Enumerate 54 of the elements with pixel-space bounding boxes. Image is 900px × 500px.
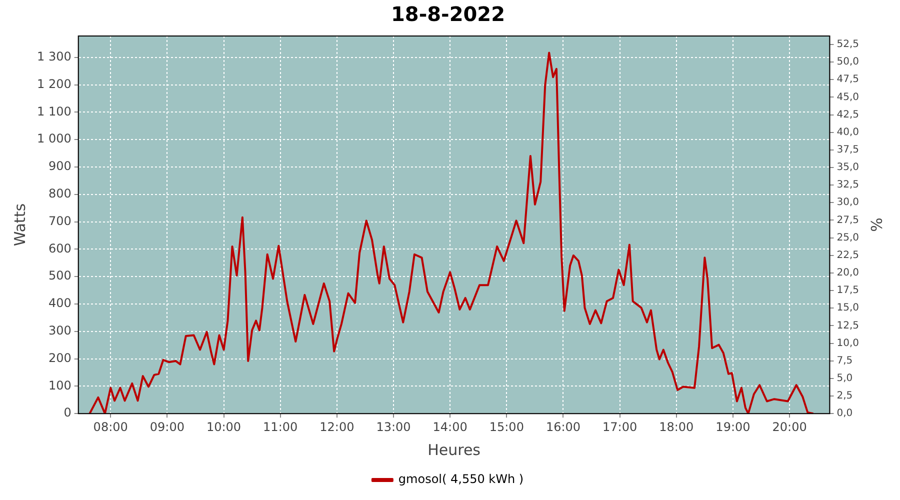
x-tick-label: 14:00 — [432, 420, 468, 434]
x-tick-label: 17:00 — [602, 420, 638, 434]
y2-tick-label: 37,5 — [836, 144, 859, 156]
y-tick-label: 200 — [48, 350, 72, 365]
y2-tick-label: 30,0 — [836, 197, 859, 208]
y2-tick-label: 22,5 — [836, 250, 859, 261]
y2-tick-label: 12,5 — [836, 320, 859, 332]
x-tick-label: 19:00 — [716, 420, 750, 434]
y2-tick-label: 10,0 — [836, 338, 859, 349]
y2-axis-title: % — [867, 218, 886, 232]
y-tick-label: 1 300 — [36, 50, 72, 64]
x-tick-label: 13:00 — [376, 420, 411, 434]
y2-tick-label: 7,5 — [836, 355, 853, 366]
y2-tick-label: 27,5 — [836, 214, 859, 226]
x-tick-label: 12:00 — [320, 420, 354, 434]
y2-tick-label: 42,5 — [836, 109, 859, 120]
y-tick-label: 600 — [48, 241, 72, 256]
y-tick-label: 300 — [48, 324, 72, 338]
y2-tick-label: 15,0 — [836, 302, 859, 314]
y2-tick-label: 45,0 — [836, 92, 859, 103]
y2-tick-label: 47,5 — [836, 74, 859, 86]
y2-tick-label: 35,0 — [836, 162, 859, 174]
x-tick-label: 18:00 — [659, 420, 694, 434]
y-tick-label: 800 — [48, 186, 72, 201]
y2-tick-label: 20,0 — [836, 268, 859, 279]
x-tick-label: 09:00 — [150, 420, 184, 434]
x-axis-title: Heures — [428, 440, 481, 459]
x-tick-label: 10:00 — [206, 420, 242, 434]
y-tick-label: 1 200 — [36, 76, 72, 91]
x-tick-label: 15:00 — [489, 420, 524, 434]
y-tick-label: 900 — [48, 159, 72, 174]
y2-tick-label: 2,5 — [836, 390, 853, 402]
y2-tick-label: 40,0 — [836, 126, 859, 138]
y-tick-label: 700 — [48, 214, 72, 228]
legend-label: gmosol( 4,550 kWh ) — [398, 472, 524, 486]
x-tick-label: 08:00 — [93, 420, 128, 434]
y2-tick-label: 50,0 — [836, 56, 859, 68]
x-tick-label: 11:00 — [263, 420, 298, 434]
y2-tick-label: 32,5 — [836, 180, 859, 191]
y2-tick-label: 52,5 — [836, 39, 859, 50]
x-tick-label: 20:00 — [772, 420, 807, 434]
y-tick-label: 100 — [48, 378, 72, 392]
y-tick-label: 500 — [48, 268, 72, 283]
y2-tick-label: 25,0 — [836, 232, 859, 244]
y2-tick-label: 0,0 — [836, 408, 853, 420]
y2-tick-label: 5,0 — [836, 373, 853, 384]
y-tick-label: 1 100 — [36, 104, 72, 118]
y-tick-label: 400 — [48, 296, 72, 310]
chart-title: 18-8-2022 — [390, 2, 506, 26]
y-axis-title: Watts — [10, 203, 29, 246]
y-tick-label: 1 000 — [36, 132, 72, 146]
x-tick-label: 16:00 — [546, 420, 581, 434]
y-tick-label: 0 — [64, 406, 72, 420]
y2-tick-label: 17,5 — [836, 285, 859, 296]
